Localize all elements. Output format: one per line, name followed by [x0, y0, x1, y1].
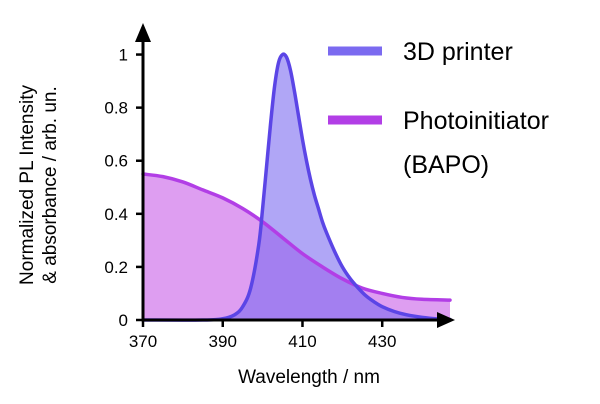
tick-layer: 370 390 410 430 0 0.2 0.4 0.6 0.8 1 [104, 46, 396, 351]
series-line-photoinitiator [141, 172, 452, 302]
y-axis-title-line1: Normalized PL Intensity [17, 85, 38, 285]
series-line-3d-printer [141, 52, 452, 322]
x-axis-arrow-icon [437, 312, 455, 328]
series-fill-photoinitiator [143, 174, 450, 320]
x-tick-label: 430 [368, 332, 396, 351]
series-fill-3d-printer [143, 54, 450, 321]
y-tick-label: 0.8 [104, 99, 128, 118]
y-tick-label: 0.6 [104, 152, 128, 171]
y-tick-label: 1 [119, 46, 128, 65]
x-axis-title: Wavelength / nm [238, 367, 380, 388]
legend: 3D printer Photoinitiator (BAPO) [328, 38, 549, 179]
y-tick-label: 0.2 [104, 258, 128, 277]
fill-layer [143, 54, 450, 321]
y-tick-label: 0 [119, 311, 128, 330]
y-tick-label: 0.4 [104, 205, 128, 224]
y-axis-title-line2: & absorbance / arb. un. [40, 86, 61, 284]
x-tick-label: 410 [288, 332, 316, 351]
legend-label-photoinitiator: Photoinitiator [403, 107, 549, 135]
x-tick-label: 370 [129, 332, 157, 351]
line-layer [141, 52, 452, 322]
legend-label-bapo: (BAPO) [403, 151, 489, 179]
y-axis-arrow-icon [135, 23, 151, 42]
legend-label-3d-printer: 3D printer [403, 38, 513, 66]
x-tick-label: 390 [209, 332, 237, 351]
